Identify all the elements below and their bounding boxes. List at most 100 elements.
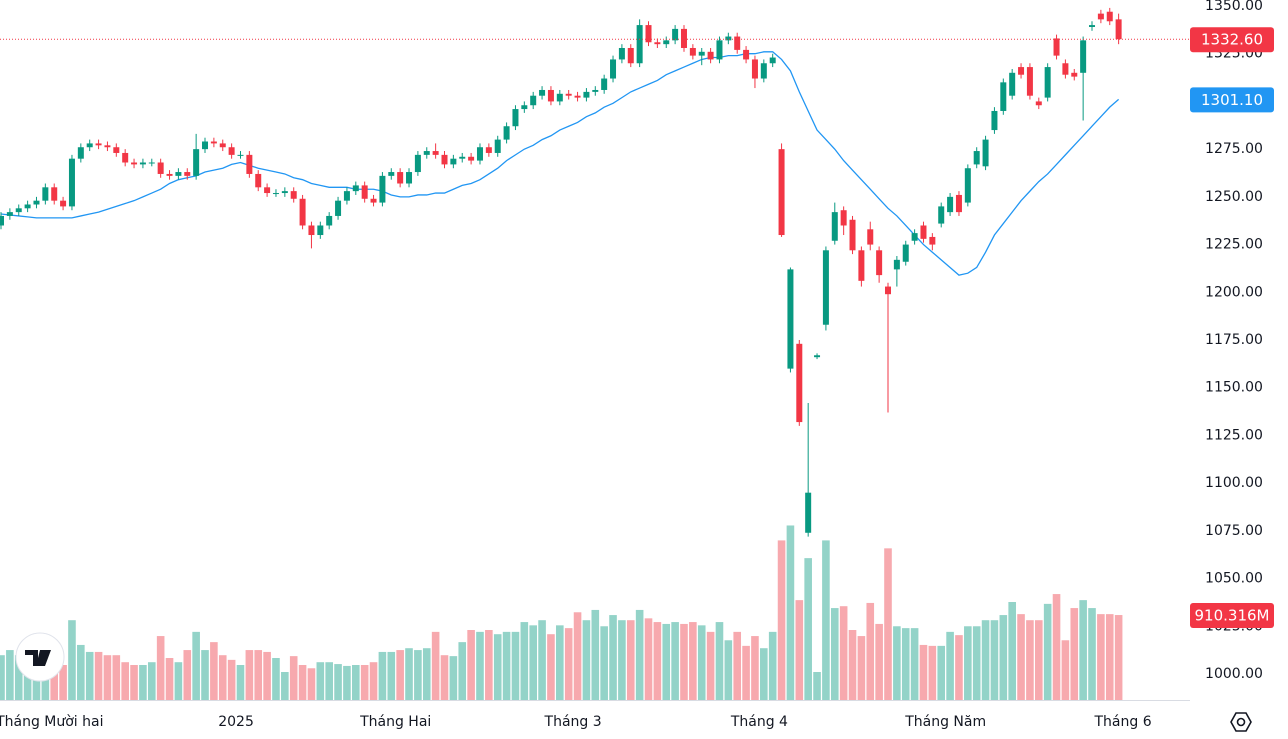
volume-bar [263, 651, 271, 700]
y-tick-label: 1125.00 [1205, 427, 1263, 443]
candle-body [592, 89, 599, 92]
volume-bar [742, 645, 750, 700]
volume-bar [813, 672, 821, 700]
volume-bar [972, 626, 981, 700]
volume-bar [1052, 594, 1061, 700]
settings-icon[interactable] [1230, 712, 1252, 732]
candle-body [751, 59, 758, 79]
volume-bar [884, 548, 892, 700]
candle-body [406, 172, 413, 184]
volume-bar [564, 628, 573, 700]
candle-body [947, 196, 954, 213]
candle-body [698, 51, 705, 56]
settings-hex[interactable] [1230, 712, 1252, 732]
volume-bar [662, 623, 671, 700]
y-tick-label: 1050.00 [1205, 571, 1263, 587]
candle-body [503, 126, 510, 140]
candle-body [805, 492, 812, 533]
candle-body [60, 200, 67, 207]
candle-body [24, 204, 31, 209]
candle-body [663, 40, 670, 45]
volume-bar [77, 644, 85, 700]
candle-body [388, 172, 395, 176]
volume-bar [0, 655, 5, 700]
volume-bar [493, 634, 502, 700]
candle-body [547, 89, 554, 102]
volume-bar [378, 651, 387, 700]
volume-bar [414, 650, 422, 700]
volume-bar [724, 640, 733, 700]
x-tick-label: Tháng Năm [904, 714, 986, 730]
volume-bar [804, 558, 812, 700]
volume-bar [245, 650, 254, 700]
volume-bar [130, 665, 138, 700]
volume-bar [156, 636, 165, 700]
volume-bar [68, 620, 76, 700]
volume-bar [1026, 620, 1034, 700]
candle-body [654, 42, 661, 45]
candle-body [397, 172, 404, 184]
candle-body [831, 212, 838, 241]
candle-body [1009, 72, 1016, 96]
volume-bar [485, 630, 493, 700]
volume-bar [476, 631, 484, 700]
candle-body [6, 212, 13, 216]
candle-body [902, 244, 909, 262]
volume-bar [1008, 602, 1016, 700]
candle-body [618, 47, 625, 60]
volume-bar [227, 659, 236, 700]
volume-bar [440, 655, 449, 700]
candle-body [583, 91, 590, 98]
volume-bar [192, 631, 200, 700]
candle-body [964, 168, 971, 203]
y-tick-label: 1150.00 [1205, 380, 1263, 396]
last-price-label: 1332.60 [1201, 31, 1263, 49]
candle-body [521, 105, 528, 110]
volume-bar [1043, 603, 1052, 700]
candle-body [1089, 25, 1096, 27]
candle-body [512, 109, 519, 127]
candle-body [343, 191, 350, 201]
volume-bar [210, 642, 218, 700]
volume-bar [112, 655, 121, 700]
volume-bar [573, 612, 582, 700]
settings-dot[interactable] [1236, 717, 1246, 727]
logo-glyph[interactable] [25, 650, 51, 666]
volume-bar [50, 655, 59, 700]
volume-bar [1017, 614, 1025, 700]
volume-bar [422, 648, 431, 700]
volume-bar [165, 658, 174, 700]
volume-bar [547, 634, 555, 700]
candle-body [1062, 63, 1069, 75]
candle-body [734, 36, 741, 50]
candle-body [822, 250, 829, 325]
volume-bar [893, 626, 901, 700]
candle-body [955, 194, 962, 213]
candle-body [858, 250, 865, 281]
candle-body [352, 185, 359, 192]
candle-body [326, 215, 333, 226]
candle-body [299, 198, 306, 226]
candle-body [814, 355, 821, 358]
candle-body [335, 200, 342, 216]
candle-body [379, 175, 386, 203]
volume-bar [59, 665, 67, 700]
volume-bar [325, 662, 333, 700]
logo[interactable] [15, 632, 65, 682]
candle-body [86, 143, 93, 148]
volume-bar [848, 630, 857, 700]
candle-body [1000, 82, 1007, 111]
candle-body [601, 78, 608, 90]
candle-body [725, 36, 732, 41]
x-tick-label: Tháng Mười hai [0, 714, 103, 730]
candle-body [264, 187, 271, 194]
candle-body [1018, 67, 1025, 75]
candle-body [33, 200, 40, 205]
volume-bar [919, 644, 928, 700]
volume-bar [786, 525, 795, 700]
volume-bar [458, 642, 467, 700]
candle-body [840, 210, 847, 226]
volume-bar [626, 620, 635, 700]
y-tick-label: 1175.00 [1205, 332, 1263, 348]
volume-bar [1114, 615, 1123, 700]
